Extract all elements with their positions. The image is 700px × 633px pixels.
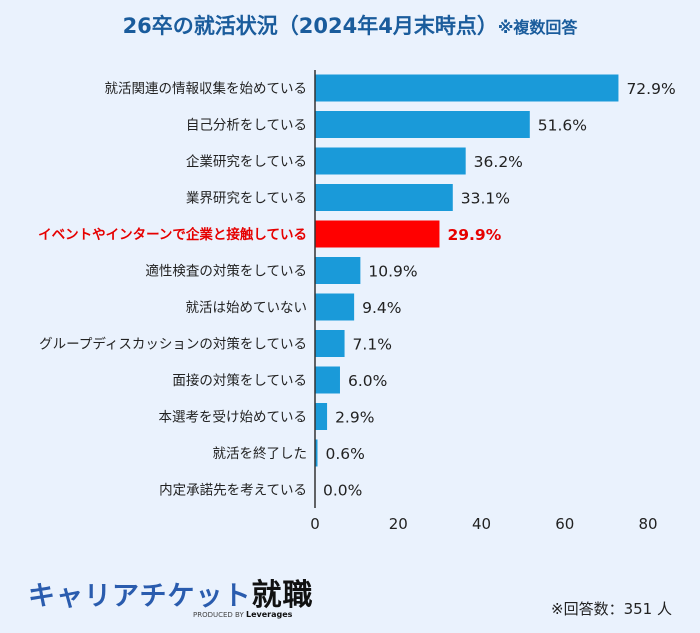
title-text: 26卒の就活状況（2024年4月末時点） bbox=[122, 14, 498, 38]
bar bbox=[315, 330, 345, 357]
logo-text: キャリアチケット bbox=[28, 581, 252, 612]
title-note: ※複数回答 bbox=[497, 18, 578, 37]
category-label: 業界研究をしている bbox=[186, 191, 307, 207]
x-tick-label: 40 bbox=[472, 515, 491, 533]
category-label: 就活は始めていない bbox=[186, 300, 308, 316]
category-label: 自己分析をしている bbox=[186, 118, 307, 134]
x-tick-label: 20 bbox=[389, 515, 408, 533]
bar bbox=[315, 111, 530, 138]
logo-produced-by: PRODUCED BY bbox=[193, 611, 244, 619]
chart-title: 26卒の就活状況（2024年4月末時点）※複数回答 bbox=[0, 10, 700, 40]
category-label: イベントやインターンで企業と接触している bbox=[38, 226, 307, 243]
value-label: 29.9% bbox=[447, 226, 501, 244]
value-label: 0.0% bbox=[323, 482, 362, 500]
value-label: 6.0% bbox=[348, 372, 387, 390]
bar bbox=[315, 257, 361, 284]
x-tick-label: 60 bbox=[555, 515, 574, 533]
category-label: 就活を終了した bbox=[213, 446, 308, 462]
category-label: 就活関連の情報収集を始めている bbox=[105, 81, 308, 97]
category-label: 内定承諾先を考えている bbox=[159, 483, 307, 499]
value-label: 2.9% bbox=[335, 409, 374, 427]
value-label: 51.6% bbox=[538, 117, 587, 135]
category-label: 面接の対策をしている bbox=[172, 372, 307, 389]
logo: キャリアチケット就職 PRODUCED BY Leverages bbox=[28, 570, 314, 619]
value-label: 72.9% bbox=[626, 80, 675, 98]
value-label: 0.6% bbox=[325, 445, 364, 463]
category-label: 適性検査の対策をしている bbox=[145, 263, 307, 280]
x-tick-label: 80 bbox=[638, 515, 657, 533]
respondent-count: ※回答数：351 人 bbox=[551, 600, 672, 618]
bar bbox=[315, 74, 619, 102]
value-label: 33.1% bbox=[461, 190, 510, 208]
bar bbox=[315, 293, 355, 321]
category-label: 企業研究をしている bbox=[186, 153, 307, 170]
value-label: 7.1% bbox=[353, 336, 392, 354]
bar bbox=[315, 366, 340, 394]
value-label: 9.4% bbox=[362, 299, 401, 317]
bar bbox=[315, 439, 318, 467]
bar bbox=[315, 147, 466, 175]
value-label: 36.2% bbox=[474, 153, 523, 171]
logo-company: Leverages bbox=[245, 610, 293, 619]
logo-text-bold: 就職 bbox=[251, 578, 314, 613]
value-label: 10.9% bbox=[368, 263, 417, 281]
category-label: グループディスカッションの対策をしている bbox=[39, 336, 307, 353]
bar bbox=[315, 220, 440, 248]
x-tick-label: 0 bbox=[310, 515, 320, 533]
bar-chart: 就活関連の情報収集を始めている 72.9% 自己分析をしている 51.6% 企業研究をし… bbox=[38, 70, 676, 533]
bar bbox=[315, 184, 453, 211]
category-label: 本選考を受け始めている bbox=[159, 410, 308, 426]
bar bbox=[315, 403, 328, 430]
